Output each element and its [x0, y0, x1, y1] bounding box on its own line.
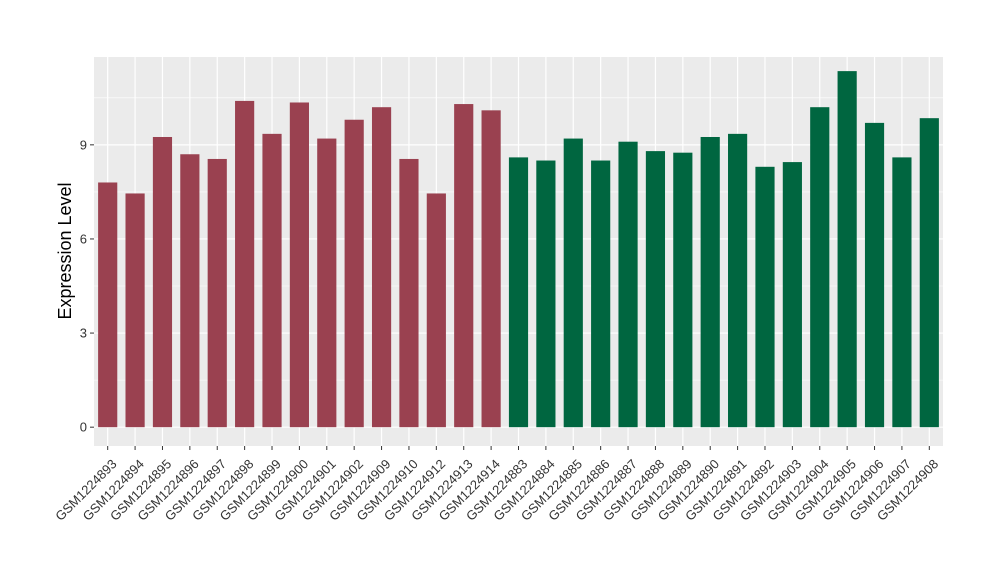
- bar-GSM1224891: [728, 133, 748, 428]
- x-axis: GSM1224893GSM1224894GSM1224895GSM1224896…: [52, 446, 941, 524]
- bar-GSM1224910: [399, 158, 419, 428]
- bar-GSM1224884: [536, 160, 556, 428]
- y-tick-label: 3: [80, 326, 87, 341]
- bar-GSM1224899: [262, 133, 282, 428]
- bar-GSM1224902: [344, 119, 364, 428]
- bar-GSM1224905: [837, 71, 857, 428]
- y-axis: 0 3 6 9: [80, 137, 94, 435]
- bar-GSM1224887: [618, 141, 638, 428]
- bar-GSM1224894: [125, 193, 145, 428]
- bar-GSM1224897: [207, 158, 227, 428]
- bar-GSM1224895: [152, 136, 173, 428]
- bar-GSM1224907: [892, 157, 912, 428]
- bar-GSM1224906: [864, 122, 885, 428]
- bar-GSM1224883: [508, 157, 529, 428]
- bar-GSM1224898: [235, 100, 255, 428]
- bar-GSM1224888: [645, 151, 666, 428]
- bar-GSM1224901: [317, 138, 337, 428]
- bar-GSM1224908: [919, 118, 939, 428]
- y-tick-label: 9: [80, 137, 87, 152]
- bar-GSM1224914: [481, 110, 501, 428]
- y-tick-label: 6: [80, 231, 87, 246]
- y-axis-title: Expression Level: [55, 182, 75, 319]
- bar-GSM1224913: [454, 104, 474, 428]
- bar-GSM1224896: [180, 154, 200, 428]
- y-tick-label: 0: [80, 420, 87, 435]
- bar-GSM1224903: [782, 162, 802, 428]
- bar-GSM1224890: [700, 136, 720, 428]
- bar-GSM1224909: [371, 107, 392, 428]
- bar-GSM1224900: [289, 102, 309, 428]
- bar-GSM1224912: [426, 193, 446, 428]
- bar-GSM1224892: [755, 166, 775, 428]
- bars: [98, 71, 939, 428]
- bar-GSM1224885: [563, 138, 583, 428]
- bar-GSM1224886: [591, 160, 611, 428]
- bar-GSM1224889: [673, 152, 693, 428]
- bar-GSM1224904: [810, 107, 830, 428]
- bar-GSM1224893: [98, 182, 118, 428]
